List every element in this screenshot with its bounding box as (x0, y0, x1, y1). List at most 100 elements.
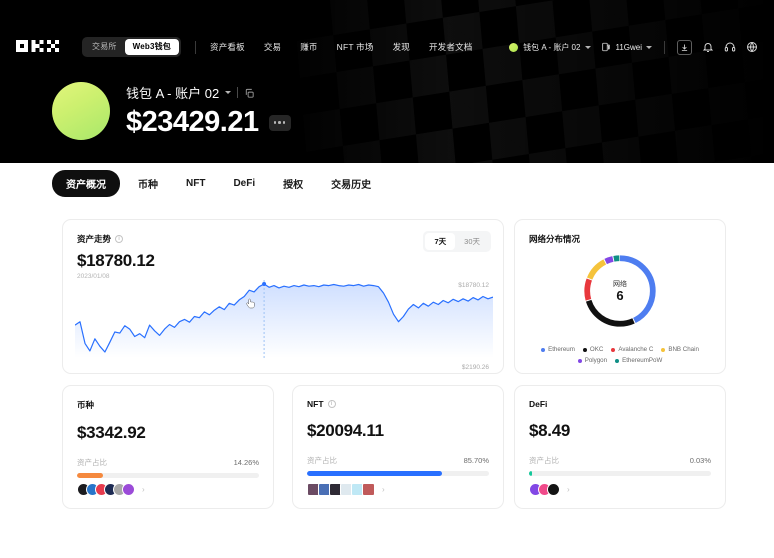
legend-swatch (611, 347, 616, 352)
network-legend: Ethereum OKC Avalanche C BNB Chain Polygon Et… (523, 346, 717, 364)
legend-label: BNB Chain (668, 346, 699, 353)
gas-icon (601, 42, 611, 52)
bell-icon[interactable] (702, 41, 714, 53)
defi-card-title: DeFi (529, 399, 548, 409)
switch-web3-wallet[interactable]: Web3钱包 (124, 39, 180, 55)
tab-overview[interactable]: 资产概况 (52, 170, 120, 197)
nft-progress-fill (307, 471, 442, 476)
nav-link-trade[interactable]: 交易 (263, 42, 282, 52)
donut-center: 网络 6 (579, 250, 661, 332)
legend-label: Ethereum (548, 346, 575, 353)
asset-tabs: 资产概况 币种 NFT DeFi 授权 交易历史 (52, 170, 381, 197)
token-card-title: 币种 (77, 400, 95, 410)
nav-links: 资产看板 交易 赚币 NFT 市场 发现 开发者文档 (210, 41, 472, 53)
y-axis-bottom-label: $2190.26 (461, 364, 489, 371)
nft-progress-bar (307, 471, 489, 476)
tab-approvals[interactable]: 授权 (283, 180, 304, 191)
copy-icon[interactable] (244, 87, 255, 98)
range-7d[interactable]: 7天 (425, 233, 456, 250)
okx-logo[interactable] (16, 40, 66, 54)
nav-link-nft-market[interactable]: NFT 市场 (336, 42, 374, 52)
nft-ratio-row: 资产占比 85.70% (307, 455, 489, 466)
product-switcher[interactable]: 交易所 Web3钱包 (82, 37, 182, 57)
hero-banner: 交易所 Web3钱包 资产看板 交易 赚币 NFT 市场 发现 开发者文档 钱包… (0, 0, 774, 163)
legend-swatch (582, 347, 587, 352)
legend-swatch (615, 358, 620, 363)
chevron-right-icon[interactable]: › (382, 485, 385, 494)
account-avatar (509, 42, 519, 52)
legend-swatch (541, 347, 546, 352)
chevron-right-icon[interactable]: › (567, 485, 570, 494)
nav-link-dashboard[interactable]: 资产看板 (210, 42, 245, 52)
network-distribution-card: 网络分布情况 网络 6 Ethereum OKC Avalanche C BNB Ch… (514, 219, 726, 374)
trend-title-row: 资产走势 i (77, 233, 489, 245)
trend-line-chart[interactable] (75, 280, 493, 358)
trend-chart-area[interactable]: $18780.12 $2190.26 (63, 280, 503, 375)
defi-ratio-row: 资产占比 0.03% (529, 455, 711, 466)
balance-row: $23429.21 (126, 106, 291, 139)
account-selector[interactable]: 钱包 A - 账户 02 (509, 42, 592, 53)
nft-card-title-row: NFT i (307, 399, 489, 409)
defi-ratio-label: 资产占比 (529, 456, 559, 465)
globe-icon[interactable] (746, 41, 758, 53)
range-30d[interactable]: 30天 (464, 237, 480, 246)
legend-label: Polygon (584, 357, 608, 364)
nft-ratio-label: 资产占比 (307, 456, 337, 465)
chevron-right-icon[interactable]: › (142, 485, 145, 494)
nav-link-discover[interactable]: 发现 (392, 42, 410, 52)
gas-indicator[interactable]: 11Gwei (601, 42, 652, 52)
tab-transactions[interactable]: 交易历史 (331, 180, 372, 191)
defi-card-body: DeFi $8.49 资产占比 0.03% › (515, 386, 725, 508)
info-icon[interactable]: i (115, 235, 124, 243)
legend-label: Avalanche C (618, 346, 654, 353)
nav-link-earn[interactable]: 赚币 (300, 42, 318, 52)
token-card-body: 币种 $3342.92 资产占比 14.26% › (63, 386, 273, 508)
defi-progress-fill (529, 471, 532, 476)
more-icon[interactable] (268, 114, 291, 131)
legend-item: Ethereum (541, 346, 575, 353)
legend-item: EthereumPoW (615, 357, 662, 364)
token-ratio-percent: 14.26% (233, 458, 259, 467)
asset-trend-card: 资产走势 i $18780.12 2023/01/08 7天 30天 $1878… (62, 219, 504, 374)
chevron-down-icon (585, 45, 592, 49)
trend-date: 2023/01/08 (77, 273, 110, 280)
network-donut-chart[interactable]: 网络 6 (579, 250, 661, 332)
token-ratio-row: 资产占比 14.26% (77, 457, 259, 468)
nft-summary-card: NFT i $20094.11 资产占比 85.70% › (292, 385, 504, 509)
token-amount: $3342.92 (77, 423, 146, 442)
tab-defi[interactable]: DeFi (233, 178, 256, 189)
wallet-avatar (52, 82, 110, 140)
nav-link-developer-docs[interactable]: 开发者文档 (428, 42, 473, 52)
nft-card-title: NFT (307, 399, 324, 409)
mouse-cursor (246, 298, 255, 309)
nft-icons-row[interactable]: › (307, 483, 385, 496)
donut-center-label: 网络 (613, 280, 627, 288)
nft-card-body: NFT i $20094.11 资产占比 85.70% › (293, 386, 503, 508)
defi-icons-row[interactable]: › (529, 483, 570, 496)
tab-tokens[interactable]: 币种 (138, 180, 158, 191)
y-axis-top-label: $18780.12 (458, 282, 489, 289)
wallet-divider (237, 87, 239, 98)
network-body: 网络分布情况 网络 6 Ethereum OKC Avalanche C BNB Ch… (515, 220, 725, 373)
nft-ratio-percent: 85.70% (463, 456, 489, 465)
switch-exchange[interactable]: 交易所 (92, 42, 117, 51)
defi-progress-bar (529, 471, 711, 476)
token-progress-fill (77, 473, 103, 478)
info-icon[interactable]: i (327, 400, 336, 408)
chevron-down-icon[interactable] (225, 91, 232, 94)
token-summary-card: 币种 $3342.92 资产占比 14.26% › (62, 385, 274, 509)
token-icon (122, 483, 135, 496)
legend-swatch (577, 358, 582, 363)
defi-amount: $8.49 (529, 421, 571, 440)
nft-thumbnail-stack (307, 483, 375, 496)
token-ratio-label: 资产占比 (77, 458, 107, 467)
gas-label: 11Gwei (615, 42, 642, 52)
top-navigation-bar: 交易所 Web3钱包 资产看板 交易 赚币 NFT 市场 发现 开发者文档 钱包… (0, 32, 774, 62)
legend-item: OKC (582, 346, 603, 353)
headset-icon[interactable] (724, 41, 736, 53)
download-icon[interactable] (677, 39, 692, 55)
tab-nft[interactable]: NFT (186, 178, 206, 189)
token-progress-bar (77, 473, 259, 478)
token-icons-row[interactable]: › (77, 483, 145, 496)
wallet-name-row[interactable]: 钱包 A - 账户 02 (126, 83, 291, 102)
